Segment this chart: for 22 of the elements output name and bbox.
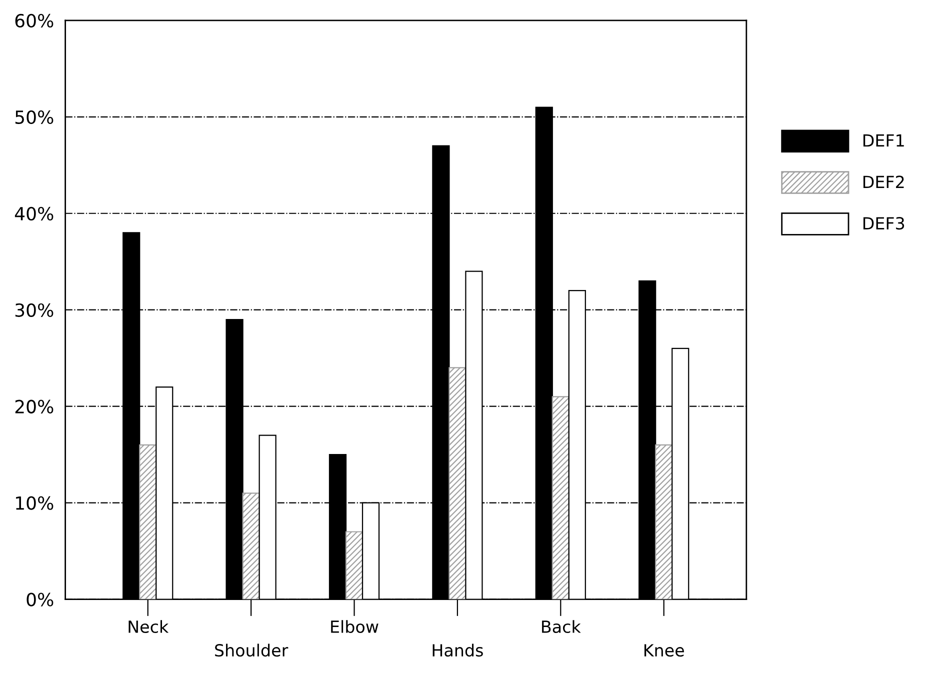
bar [448, 367, 466, 600]
bar [242, 492, 260, 600]
x-tick-label: Elbow [331, 620, 378, 634]
legend-label: DEF1 [863, 134, 904, 147]
y-tick-label: 60% [15, 14, 54, 28]
bar [345, 531, 364, 600]
y-tick-label: 40% [14, 206, 54, 220]
y-tick-label: 30% [15, 303, 54, 317]
y-tick-label: 50% [15, 110, 54, 124]
bar [139, 444, 157, 600]
y-tick-label: 20% [15, 400, 54, 414]
y-tick-label: 0% [26, 592, 54, 606]
bar [552, 396, 570, 600]
legend-label: DEF2 [863, 176, 904, 188]
legend-label: DEF3 [863, 217, 904, 230]
x-tick-label: Neck [128, 620, 169, 634]
x-tick-label: Back [542, 620, 581, 634]
x-tick-label: Hands [432, 644, 483, 657]
x-tick-label: Knee [644, 644, 684, 657]
y-tick-label: 10% [16, 496, 54, 510]
bar [655, 444, 673, 600]
x-tick-label: Shoulder [215, 644, 288, 657]
